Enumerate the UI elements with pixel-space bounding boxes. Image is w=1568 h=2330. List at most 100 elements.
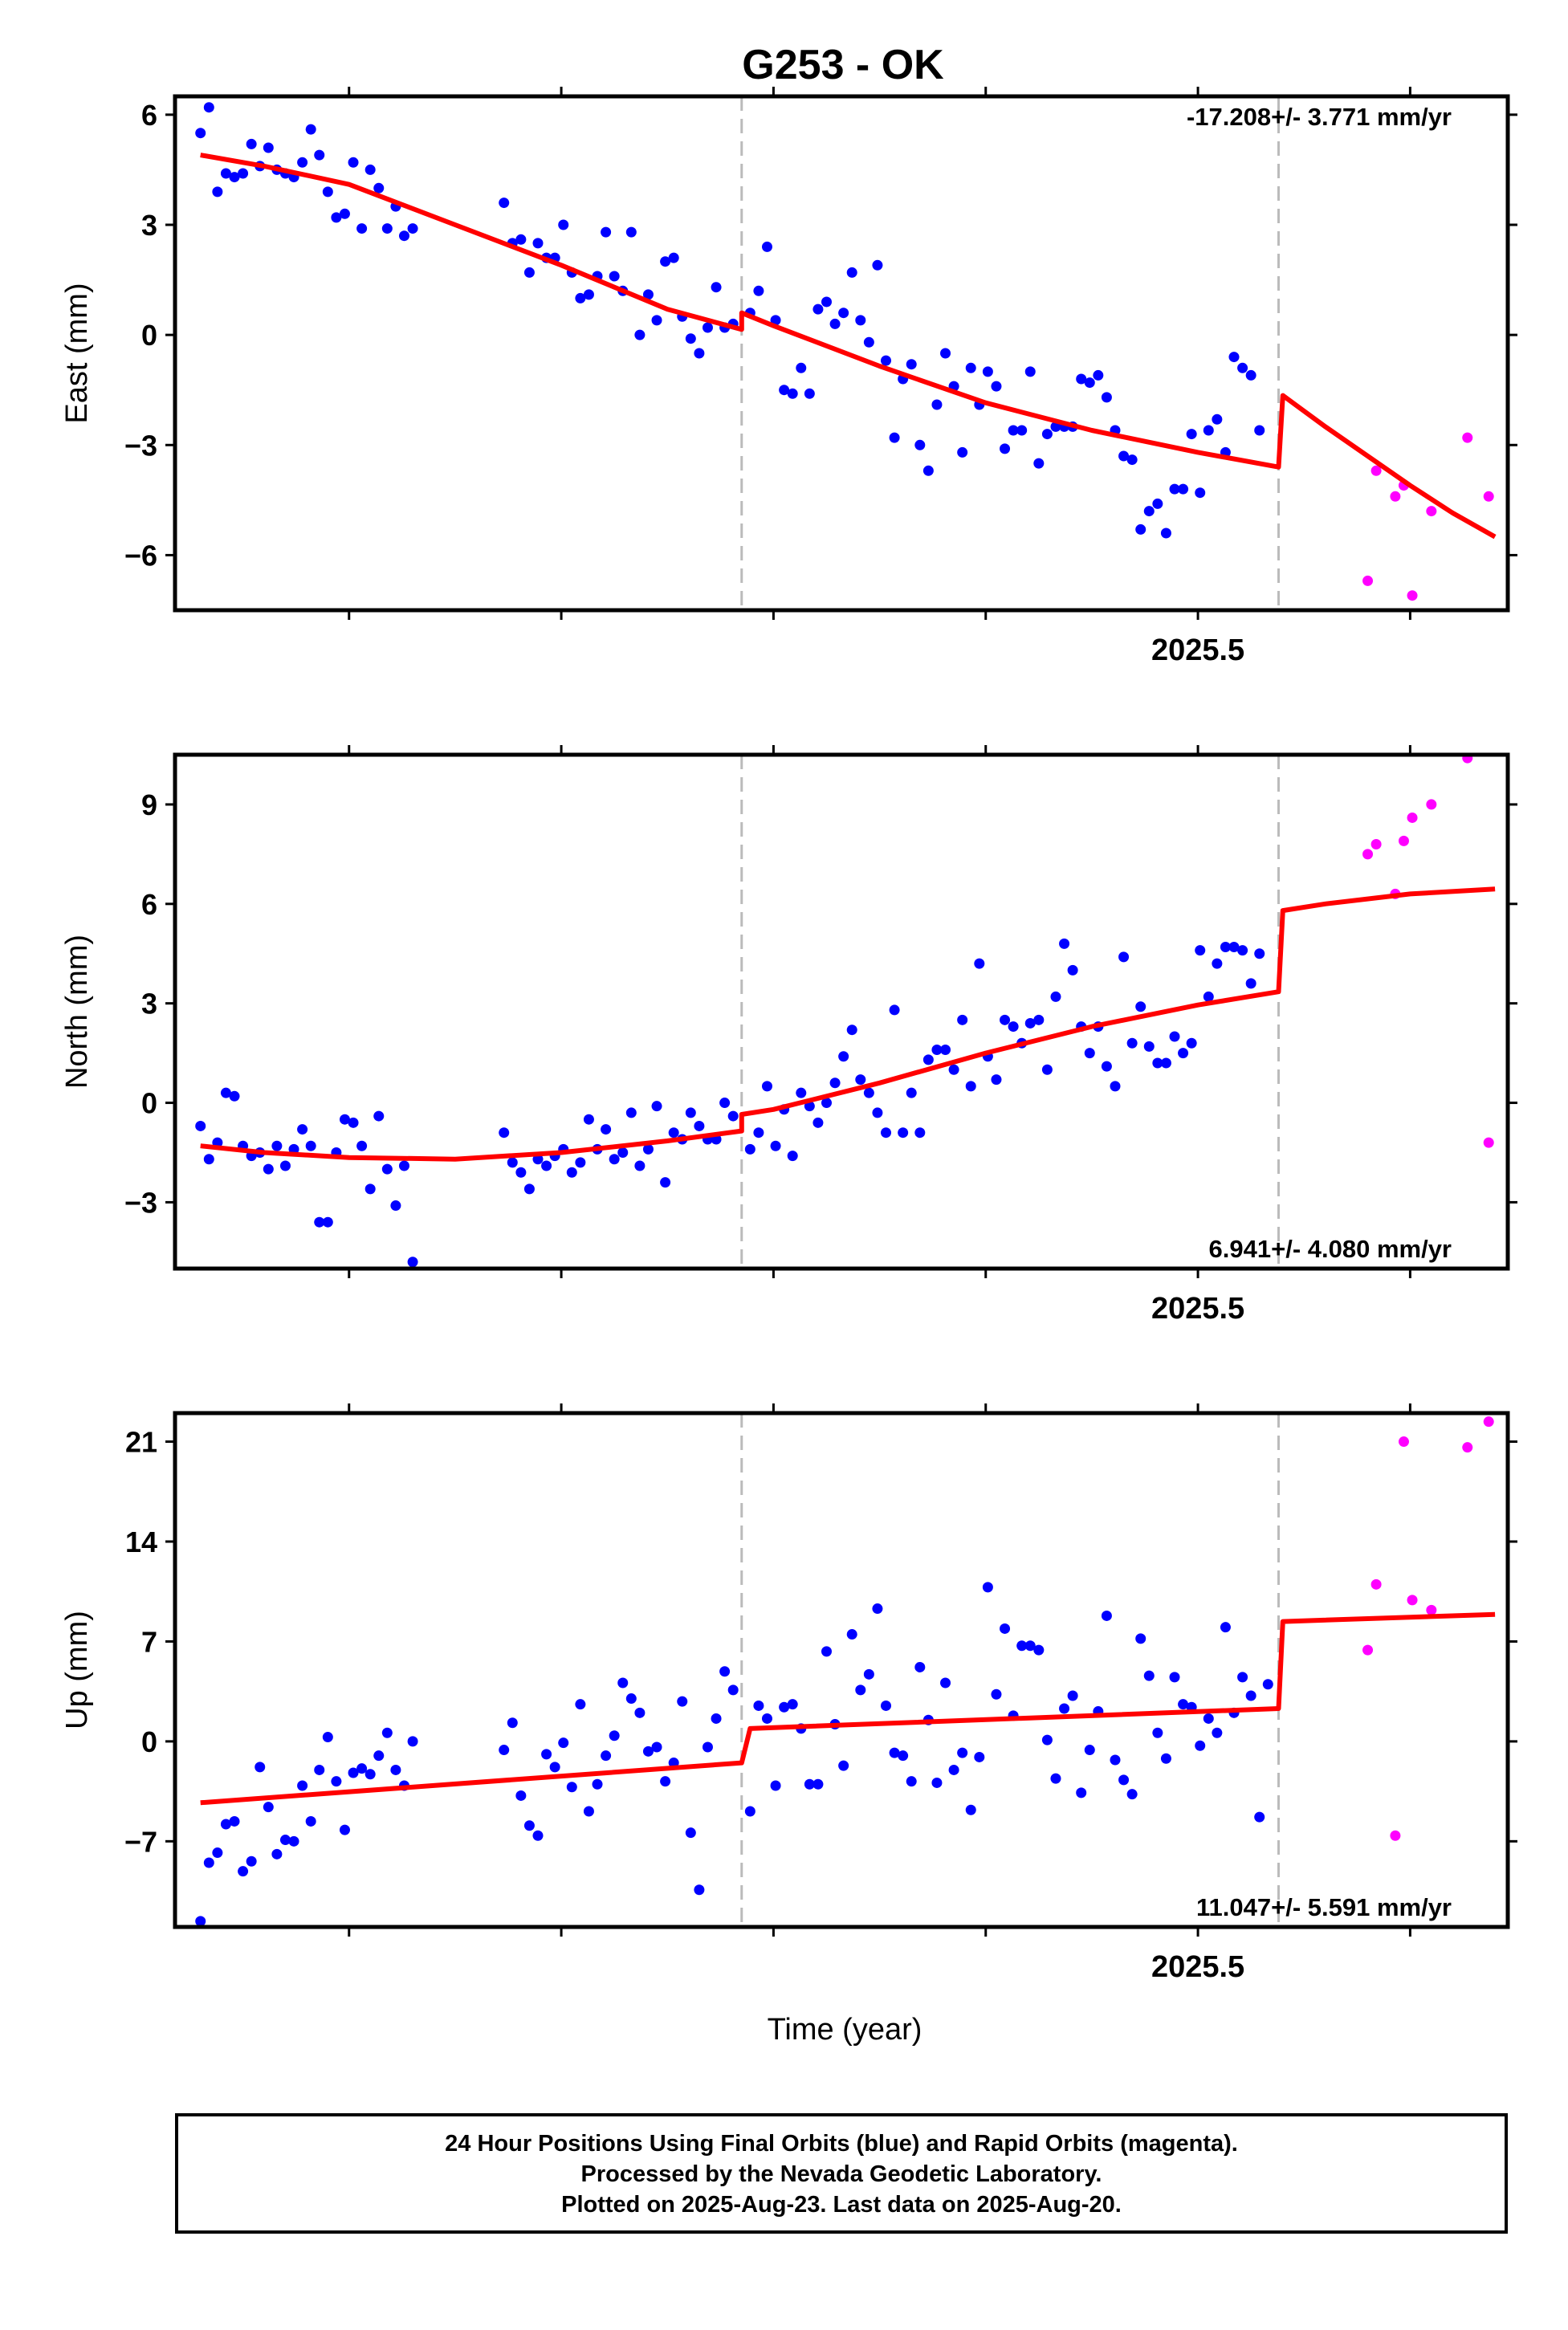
final-orbit-point: [719, 1666, 731, 1677]
final-orbit-point: [1084, 1745, 1095, 1756]
final-orbit-point: [297, 1124, 308, 1135]
final-orbit-point: [957, 1747, 968, 1758]
final-orbit-point: [821, 1646, 832, 1657]
final-orbit-point: [829, 1077, 841, 1089]
final-orbit-point: [195, 128, 206, 139]
final-orbit-point: [787, 1699, 798, 1710]
final-orbit-point: [634, 1707, 646, 1718]
final-orbit-point: [727, 1684, 739, 1696]
final-orbit-point: [898, 1750, 909, 1762]
footer-line-2: Processed by the Nevada Geodetic Laborat…: [580, 2161, 1102, 2187]
final-orbit-point: [373, 182, 385, 193]
rapid-orbit-point: [1362, 849, 1374, 860]
y-axis-label-east: East (mm): [60, 283, 94, 423]
final-orbit-point: [331, 212, 342, 223]
final-orbit-point: [1110, 1081, 1121, 1092]
y-tick-label: 7: [141, 1625, 157, 1658]
final-orbit-point: [322, 1216, 333, 1228]
rapid-orbit-point: [1370, 838, 1382, 849]
final-orbit-point: [609, 1154, 620, 1165]
final-orbit-point: [702, 322, 713, 333]
final-orbit-point: [770, 1780, 781, 1791]
final-orbit-point: [1118, 951, 1130, 963]
final-orbit-point: [1203, 991, 1214, 1002]
model-line: [200, 886, 1496, 1162]
footer-line-3: Plotted on 2025-Aug-23. Last data on 202…: [561, 2192, 1122, 2218]
final-orbit-point: [660, 256, 671, 267]
final-orbit-point: [982, 1582, 993, 1593]
final-orbit-point: [348, 157, 359, 168]
final-orbit-point: [195, 1916, 206, 1927]
final-orbit-point: [1143, 1670, 1155, 1681]
final-orbit-point: [846, 1629, 857, 1640]
final-orbit-point: [220, 168, 231, 179]
plot-frame: [173, 94, 1510, 613]
final-orbit-point: [238, 1866, 249, 1877]
rapid-orbit-point: [1462, 1442, 1473, 1453]
y-tick-label: −3: [124, 429, 157, 462]
rate-label: -17.208+/- 3.771 mm/yr: [1187, 103, 1452, 131]
final-orbit-point: [881, 1700, 892, 1711]
final-orbit-point: [263, 1163, 274, 1175]
final-orbit-point: [339, 1114, 350, 1125]
final-orbit-point: [642, 1143, 654, 1155]
final-orbit-point: [1016, 1640, 1028, 1652]
final-orbit-point: [677, 1696, 688, 1707]
final-orbit-point: [1033, 1644, 1045, 1656]
final-orbit-point: [305, 124, 316, 135]
final-orbit-point: [1024, 366, 1036, 377]
y-axis-label-up: Up (mm): [60, 1611, 94, 1729]
final-orbit-point: [1084, 1048, 1095, 1059]
final-orbit-point: [609, 271, 620, 282]
final-orbit-point: [625, 226, 637, 238]
y-tick-label: 0: [141, 1725, 157, 1758]
final-orbit-point: [365, 1183, 376, 1195]
final-orbit-point: [625, 1107, 637, 1118]
rapid-orbit-point: [1462, 755, 1473, 764]
y-tick-label: 6: [141, 888, 157, 921]
final-orbit-point: [1067, 1690, 1078, 1701]
final-orbit-point: [203, 102, 214, 113]
final-orbit-point: [238, 168, 249, 179]
rapid-orbit-point: [1426, 506, 1437, 517]
rapid-orbit-point: [1398, 835, 1409, 846]
final-orbit-point: [1169, 1031, 1180, 1042]
final-orbit-point: [991, 381, 1002, 392]
final-orbit-point: [922, 465, 934, 476]
final-orbit-point: [549, 1762, 560, 1773]
final-orbit-point: [694, 348, 705, 359]
final-orbit-point: [532, 1830, 544, 1841]
final-orbit-point: [1041, 1064, 1053, 1075]
plot-frame: [173, 752, 1510, 1271]
final-orbit-point: [1008, 1021, 1019, 1033]
final-orbit-point: [541, 1160, 552, 1171]
final-orbit-point: [872, 259, 883, 271]
final-orbit-point: [407, 1736, 418, 1747]
data-points: [195, 755, 1494, 1268]
final-orbit-point: [523, 1820, 535, 1831]
final-orbit-point: [356, 1763, 368, 1774]
final-orbit-point: [881, 1127, 892, 1139]
y-tick-label: 0: [141, 319, 157, 352]
final-orbit-point: [381, 223, 393, 234]
plot-frame: [173, 1411, 1510, 1929]
final-orbit-point: [948, 1764, 959, 1775]
final-orbit-point: [499, 1127, 510, 1139]
final-orbit-point: [1178, 1699, 1189, 1710]
final-orbit-point: [974, 1751, 985, 1762]
y-tick-label: 9: [141, 788, 157, 821]
final-orbit-point: [1118, 450, 1130, 462]
rapid-orbit-point: [1426, 799, 1437, 810]
final-orbit-point: [583, 1114, 594, 1125]
final-orbit-point: [1059, 1703, 1070, 1714]
final-orbit-point: [863, 336, 874, 348]
final-orbit-point: [263, 142, 274, 153]
final-orbit-point: [322, 186, 333, 198]
final-orbit-point: [1212, 1727, 1223, 1738]
final-orbit-point: [1135, 523, 1146, 535]
x-tick-label: 2025.5: [1151, 1292, 1244, 1326]
final-orbit-point: [821, 1098, 832, 1109]
final-orbit-point: [279, 1160, 291, 1171]
rapid-orbit-point: [1407, 590, 1418, 601]
final-orbit-point: [279, 1835, 291, 1846]
